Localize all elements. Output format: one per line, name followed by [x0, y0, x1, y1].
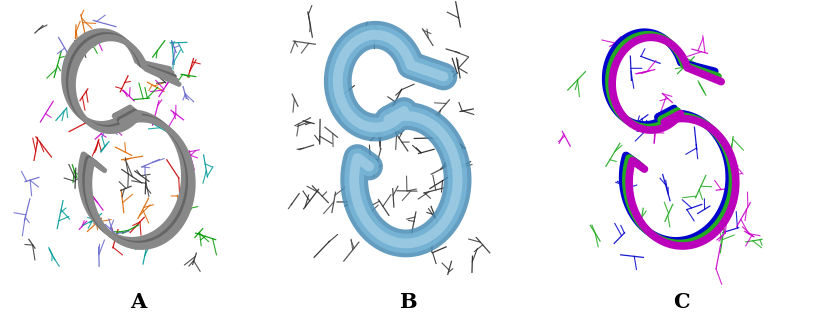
Text: B: B: [399, 292, 417, 312]
Text: C: C: [673, 292, 690, 312]
Text: A: A: [131, 292, 147, 312]
